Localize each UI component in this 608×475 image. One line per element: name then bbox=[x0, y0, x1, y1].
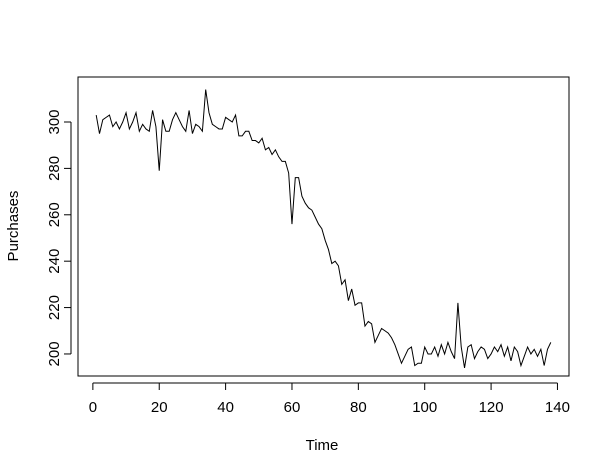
y-axis-label: Purchases bbox=[5, 191, 22, 262]
x-tick-label: 20 bbox=[151, 399, 168, 416]
y-tick-label: 280 bbox=[46, 156, 63, 181]
plot-box bbox=[77, 76, 570, 377]
x-tick-label: 0 bbox=[89, 399, 97, 416]
x-tick-label: 40 bbox=[217, 399, 234, 416]
y-tick-label: 200 bbox=[46, 341, 63, 366]
x-tick-label: 60 bbox=[284, 399, 301, 416]
x-tick-label: 140 bbox=[545, 399, 570, 416]
y-tick-label: 260 bbox=[46, 202, 63, 227]
x-tick-label: 100 bbox=[412, 399, 437, 416]
y-tick-label: 220 bbox=[46, 295, 63, 320]
x-tick-label: 120 bbox=[479, 399, 504, 416]
y-tick-label: 300 bbox=[46, 109, 63, 134]
x-axis-label: Time bbox=[306, 437, 339, 454]
x-tick-label: 80 bbox=[350, 399, 367, 416]
data-line bbox=[95, 89, 552, 368]
y-tick-label: 240 bbox=[46, 249, 63, 274]
